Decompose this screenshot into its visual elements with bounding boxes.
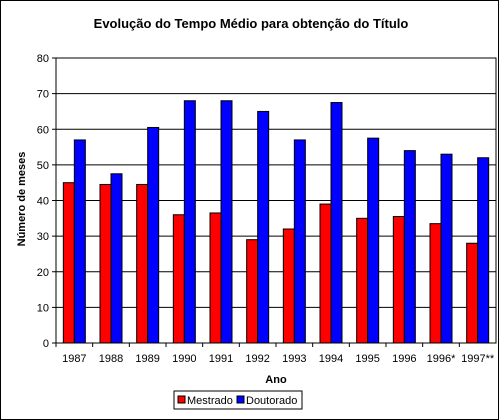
bar-doutorado-1988 bbox=[110, 173, 123, 344]
x-axis-label: Ano bbox=[265, 374, 287, 386]
y-tick-labels: 0 10 20 30 40 50 60 70 80 bbox=[37, 53, 56, 350]
y-tick-label: 0 bbox=[43, 338, 49, 350]
bar-doutorado-1993 bbox=[293, 139, 306, 344]
bar-doutorado-1996 bbox=[403, 150, 416, 344]
x-tick-label: 1992 bbox=[245, 353, 269, 365]
bars bbox=[62, 100, 490, 344]
bar-mestrado-1992 bbox=[246, 239, 259, 344]
x-tick-label: 1997** bbox=[461, 353, 495, 365]
x-tick-label: 1994 bbox=[319, 353, 343, 365]
chart-title: Evolução do Tempo Médio para obtenção do… bbox=[94, 16, 409, 31]
x-tick-label: 1993 bbox=[282, 353, 306, 365]
bar-mestrado-1995 bbox=[356, 217, 369, 344]
x-tick-label: 1996* bbox=[427, 353, 456, 365]
y-tick-label: 40 bbox=[37, 196, 49, 208]
bar-doutorado-1990 bbox=[183, 100, 196, 344]
legend: Mestrado Doutorado bbox=[173, 390, 303, 410]
bar-mestrado-1996 bbox=[392, 216, 405, 344]
bar-doutorado-1997** bbox=[477, 157, 490, 344]
y-tick-label: 30 bbox=[37, 231, 49, 243]
bar-mestrado-1987 bbox=[62, 182, 75, 344]
bar-doutorado-1991 bbox=[220, 100, 233, 344]
bar-doutorado-1989 bbox=[147, 126, 160, 344]
bar-mestrado-1997** bbox=[466, 242, 479, 344]
y-tick-label: 10 bbox=[37, 302, 49, 314]
bar-mestrado-1994 bbox=[319, 203, 332, 344]
bar-mestrado-1996* bbox=[429, 223, 442, 344]
x-tick-label: 1990 bbox=[172, 353, 196, 365]
legend-swatch-mestrado bbox=[177, 395, 186, 404]
y-axis-label: Número de meses bbox=[16, 152, 28, 247]
bar-mestrado-1989 bbox=[136, 183, 149, 344]
y-tick-label: 50 bbox=[37, 160, 49, 172]
x-tick-label: 1988 bbox=[99, 353, 123, 365]
bar-doutorado-1987 bbox=[73, 139, 86, 344]
legend-label-mestrado: Mestrado bbox=[187, 395, 233, 407]
bar-mestrado-1988 bbox=[99, 183, 112, 344]
x-tick-label: 1987 bbox=[62, 353, 86, 365]
x-tick-label: 1996 bbox=[392, 353, 416, 365]
bar-doutorado-1995 bbox=[367, 137, 380, 344]
x-tick-label: 1991 bbox=[209, 353, 233, 365]
bar-doutorado-1992 bbox=[257, 110, 270, 344]
x-tick-label: 1995 bbox=[355, 353, 379, 365]
legend-swatch-doutorado bbox=[236, 395, 245, 404]
y-tick-label: 70 bbox=[37, 89, 49, 101]
y-tick-label: 80 bbox=[37, 53, 49, 65]
bar-doutorado-1996* bbox=[440, 153, 453, 344]
x-tick-labels: 1987 1988 1989 1990 1991 1992 1993 1994 1995 1996… bbox=[55, 343, 495, 365]
bar-mestrado-1991 bbox=[209, 212, 222, 344]
x-tick-label: 1989 bbox=[135, 353, 159, 365]
legend-label-doutorado: Doutorado bbox=[246, 395, 297, 407]
bar-doutorado-1994 bbox=[330, 102, 343, 344]
y-tick-label: 60 bbox=[37, 124, 49, 136]
y-tick-label: 20 bbox=[37, 267, 49, 279]
bar-mestrado-1990 bbox=[172, 214, 185, 344]
bar-mestrado-1993 bbox=[282, 228, 295, 344]
